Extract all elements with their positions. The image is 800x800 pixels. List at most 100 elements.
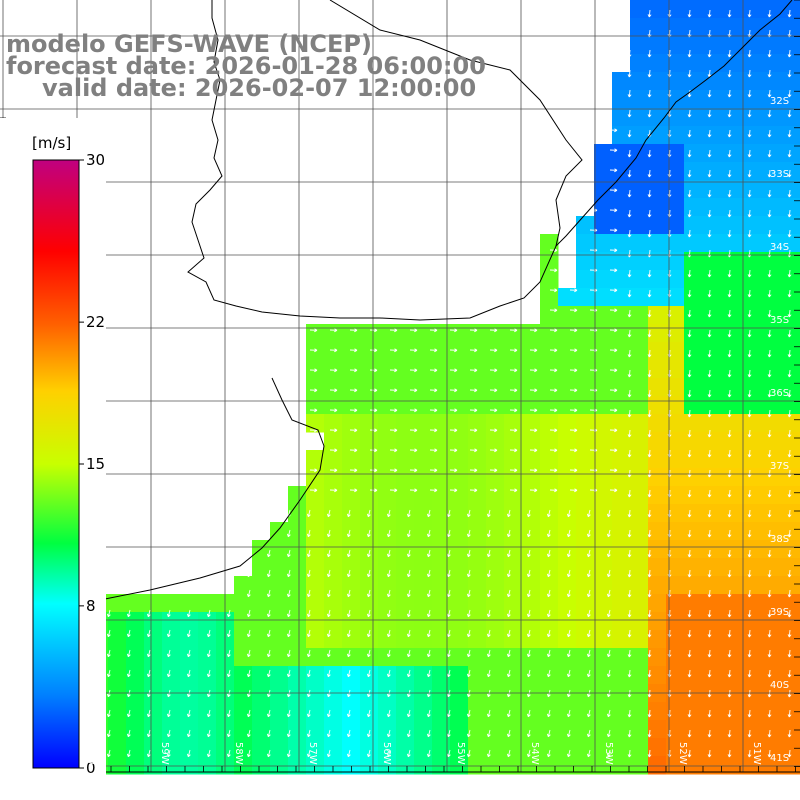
- wind-arrow: [727, 209, 732, 218]
- wind-arrow: [326, 629, 331, 638]
- wind-cell: [684, 522, 703, 541]
- wind-arrow: [346, 609, 351, 618]
- wind-cell: [576, 756, 595, 775]
- wind-cell: [756, 108, 775, 127]
- wind-arrow: [787, 109, 792, 118]
- wind-cell: [630, 648, 649, 667]
- wind-cell: [684, 486, 703, 505]
- wind-arrow: [446, 629, 451, 638]
- wind-arrow: [546, 509, 551, 518]
- wind-cell: [792, 450, 800, 469]
- wind-arrow: [429, 388, 438, 393]
- wind-cell: [792, 576, 800, 595]
- wind-arrow: [747, 669, 752, 678]
- wind-arrow: [727, 749, 732, 758]
- wind-cell: [234, 666, 253, 685]
- wind-arrow: [389, 408, 398, 413]
- wind-cell: [774, 360, 793, 379]
- wind-cell: [630, 486, 649, 505]
- wind-cell: [306, 486, 325, 505]
- wind-arrow: [409, 448, 418, 453]
- wind-arrow: [707, 109, 712, 118]
- wind-arrow: [647, 569, 652, 578]
- wind-arrow: [509, 448, 518, 453]
- wind-arrow: [506, 749, 511, 758]
- wind-arrow: [727, 9, 732, 18]
- wind-cell: [792, 486, 800, 505]
- wind-arrow: [369, 408, 378, 413]
- wind-cell: [594, 378, 613, 397]
- wind-cell: [648, 648, 667, 667]
- wind-arrow: [707, 649, 712, 658]
- wind-arrow: [767, 329, 772, 338]
- wind-arrow: [529, 408, 538, 413]
- wind-arrow: [727, 69, 732, 78]
- wind-cell: [648, 162, 667, 181]
- wind-cell: [684, 702, 703, 721]
- wind-cell: [396, 702, 415, 721]
- wind-cell: [774, 18, 793, 37]
- wind-cell: [792, 270, 800, 289]
- wind-arrow: [747, 549, 752, 558]
- wind-cell: [558, 576, 577, 595]
- wind-cell: [630, 630, 649, 649]
- wind-arrow: [429, 468, 438, 473]
- wind-cell: [774, 252, 793, 271]
- wind-arrow: [286, 629, 291, 638]
- wind-cell: [144, 756, 163, 775]
- wind-arrow: [687, 329, 692, 338]
- wind-cell: [306, 522, 325, 541]
- wind-cell: [432, 756, 451, 775]
- wind-cell: [378, 342, 397, 361]
- wind-cell: [486, 540, 505, 559]
- wind-arrow: [707, 569, 712, 578]
- wind-cell: [342, 414, 361, 433]
- wind-cell: [324, 576, 343, 595]
- wind-cell: [648, 630, 667, 649]
- wind-arrow: [526, 689, 531, 698]
- wind-arrow: [727, 389, 732, 398]
- wind-arrow: [266, 709, 271, 718]
- wind-cell: [468, 324, 487, 343]
- wind-cell: [522, 576, 541, 595]
- wind-cell: [342, 576, 361, 595]
- wind-arrow: [747, 309, 752, 318]
- wind-arrow: [569, 448, 578, 453]
- wind-arrow: [426, 729, 431, 738]
- wind-arrow: [386, 629, 391, 638]
- wind-cell: [540, 576, 559, 595]
- wind-cell: [684, 216, 703, 235]
- wind-cell: [630, 234, 649, 253]
- wind-cell: [738, 414, 757, 433]
- wind-cell: [360, 756, 379, 775]
- wind-arrow: [627, 349, 632, 358]
- wind-arrow: [146, 629, 151, 638]
- wind-arrow: [647, 669, 652, 678]
- wind-cell: [612, 540, 631, 559]
- wind-cell: [432, 360, 451, 379]
- wind-cell: [432, 342, 451, 361]
- wind-cell: [468, 702, 487, 721]
- wind-cell: [288, 558, 307, 577]
- wind-cell: [414, 738, 433, 757]
- wind-arrow: [767, 269, 772, 278]
- wind-cell: [576, 504, 595, 523]
- wind-arrow: [506, 669, 511, 678]
- wind-cell: [414, 324, 433, 343]
- wind-cell: [504, 666, 523, 685]
- wind-cell: [666, 252, 685, 271]
- wind-arrow: [186, 709, 191, 718]
- wind-arrow: [426, 569, 431, 578]
- wind-arrow: [286, 529, 291, 538]
- wind-arrow: [609, 448, 618, 453]
- wind-cell: [738, 522, 757, 541]
- wind-cell: [468, 450, 487, 469]
- wind-cell: [504, 558, 523, 577]
- wind-arrow: [747, 209, 752, 218]
- wind-cell: [630, 450, 649, 469]
- wind-arrow: [707, 749, 712, 758]
- wind-cell: [738, 126, 757, 145]
- wind-arrow: [366, 649, 371, 658]
